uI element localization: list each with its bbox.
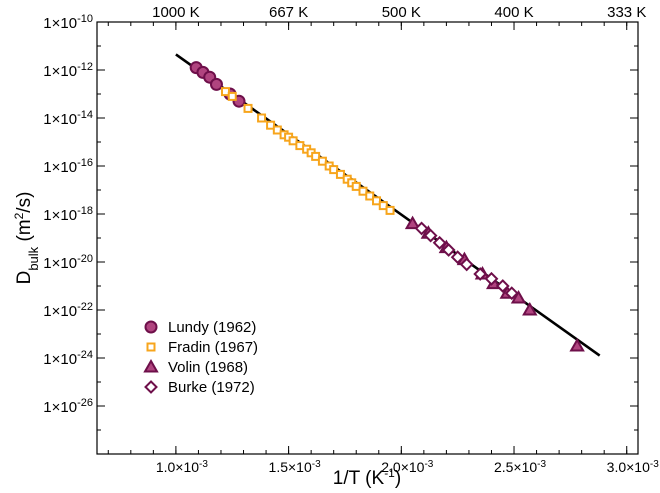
- burke-point: [473, 267, 488, 281]
- legend-label-burke: Burke (1972): [168, 379, 255, 396]
- burke-point: [414, 221, 429, 236]
- axis-ticks: 1.0×10-3 1.5×10-3 2.0×10-3 2.5×10-3 3.0×10-3…: [43, 4, 659, 475]
- y-tick-label: 1×10-18: [43, 205, 93, 224]
- y-tick-label: 1×10-12: [43, 61, 93, 80]
- legend-label-fradin: Fradin (1967): [168, 339, 258, 356]
- burke-point: [504, 286, 519, 301]
- top-tick-label: 500 K: [382, 4, 421, 21]
- fradin-point: [227, 91, 237, 101]
- x-axis-label: 1/T (K-1): [333, 466, 401, 489]
- fradin-point: [358, 186, 368, 196]
- fradin-point: [288, 136, 298, 146]
- volin-point: [404, 215, 421, 230]
- fradin-point: [243, 103, 253, 113]
- burke-point: [450, 250, 465, 265]
- legend-label-lundy: Lundy (1962): [168, 319, 256, 336]
- fradin-point: [257, 113, 267, 123]
- burke-point: [441, 243, 456, 257]
- y-tick-label: 1×10-20: [43, 253, 93, 272]
- fradin-point: [372, 196, 382, 206]
- x-tick-label: 1.5×10-3: [269, 459, 322, 476]
- fradin-point: [311, 151, 321, 161]
- volin-point: [569, 337, 585, 352]
- top-tick-label: 1000 K: [152, 4, 200, 21]
- volin-point: [522, 301, 538, 316]
- legend-marker-lundy: [144, 320, 158, 334]
- legend-marker-burke: [144, 380, 158, 394]
- lundy-point: [209, 77, 223, 91]
- y-tick-label: 1×10-14: [43, 109, 93, 128]
- fradin-point: [378, 201, 388, 211]
- fradin-point: [266, 120, 276, 130]
- fradin-point: [220, 87, 230, 97]
- data-points: [189, 61, 585, 352]
- y-tick-label: 1×10-24: [43, 349, 93, 368]
- fradin-point: [329, 165, 339, 175]
- y-tick-label: 1×10-22: [43, 301, 93, 320]
- burke-point: [423, 228, 438, 243]
- burke-point: [432, 235, 447, 250]
- top-tick-label: 400 K: [494, 4, 533, 21]
- legend-marker-volin: [143, 358, 159, 373]
- fradin-point: [272, 125, 282, 135]
- fradin-point: [335, 169, 345, 179]
- y-tick-label: 1×10-10: [43, 13, 93, 32]
- y-axis-label: Dbulk (m2/s): [12, 192, 41, 285]
- legend-marker-fradin: [146, 342, 156, 352]
- fradin-point: [351, 181, 361, 191]
- burke-point: [495, 279, 510, 293]
- top-tick-label: 667 K: [269, 4, 308, 21]
- burke-point: [459, 257, 474, 272]
- fradin-point: [317, 156, 327, 166]
- x-tick-label: 1.0×10-3: [156, 459, 209, 476]
- fradin-point: [365, 191, 375, 201]
- x-tick-label: 2.0×10-3: [381, 459, 434, 476]
- y-tick-label: 1×10-26: [43, 397, 93, 416]
- x-tick-label: 3.0×10-3: [607, 459, 660, 476]
- y-tick-label: 1×10-16: [43, 157, 93, 176]
- top-tick-label: 333 K: [607, 4, 646, 21]
- volin-point: [510, 289, 527, 304]
- legend-label-volin: Volin (1968): [168, 359, 248, 376]
- fradin-point: [385, 205, 395, 215]
- burke-point: [484, 271, 499, 286]
- x-tick-label: 2.5×10-3: [494, 459, 547, 476]
- legend: Lundy (1962) Fradin (1967) Volin (1968) Bur…: [143, 319, 258, 396]
